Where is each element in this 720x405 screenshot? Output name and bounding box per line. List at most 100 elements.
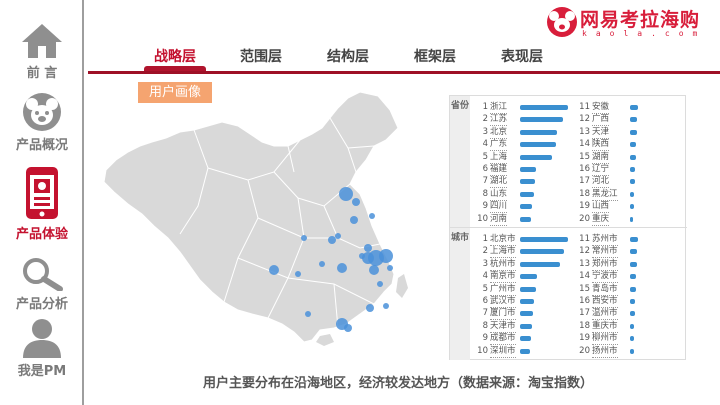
tab-strategy[interactable]: 战略层: [154, 49, 196, 65]
rank-number: 8: [482, 320, 488, 331]
value-bar: [630, 286, 636, 292]
rank-number: 20: [579, 213, 590, 224]
ranking-row: 14 宁波市: [578, 271, 684, 284]
tab-scope[interactable]: 范围层: [240, 49, 282, 65]
sidebar-item-label: 产品体验: [15, 227, 68, 242]
ranking-row: 3 北京: [476, 127, 576, 140]
value-bar: [630, 323, 635, 329]
ranking-row: 13 郑州市: [578, 259, 684, 272]
section-badge: 用户画像: [138, 82, 212, 103]
ranking-row: 6 武汉市: [476, 296, 576, 309]
city-group-tag: 城市: [450, 228, 470, 360]
region-name: 广州市: [490, 283, 516, 296]
city-dot: [328, 236, 336, 244]
rank-number: 6: [482, 296, 488, 306]
city-dot: [344, 324, 352, 332]
rank-number: 19: [579, 201, 590, 212]
region-name: 柳州市: [592, 333, 618, 346]
value-bar: [520, 323, 532, 329]
region-name: 广东: [490, 139, 508, 152]
sidebar-item-label: 我是PM: [17, 364, 67, 379]
kaola-logo: 网易考拉海购 kaola.com: [546, 4, 716, 40]
rank-number: 15: [579, 283, 590, 294]
ranking-row: 2 江苏: [476, 114, 576, 127]
city-dot: [339, 187, 353, 201]
value-bar: [520, 179, 535, 185]
sidebar-item-overview[interactable]: 产品概况: [0, 92, 84, 153]
ranking-row: 12 广西: [578, 114, 684, 127]
value-bar: [520, 191, 534, 197]
sidebar-item-label: 前 言: [26, 66, 58, 81]
rank-number: 14: [579, 271, 590, 282]
region-name: 上海市: [490, 246, 516, 259]
rank-number: 2: [482, 114, 488, 125]
sidebar-item-label: 产品概况: [15, 138, 68, 153]
panel-divider: [450, 227, 687, 228]
region-name: 重庆: [592, 213, 610, 226]
value-bar: [520, 129, 558, 135]
region-name: 北京: [490, 126, 508, 139]
city-dot: [295, 271, 301, 277]
tab-structure[interactable]: 结构层: [327, 49, 369, 65]
ranking-row: 11 安徽: [578, 102, 684, 115]
region-name: 陕西: [592, 139, 610, 152]
value-bar: [630, 311, 635, 317]
city-dot: [379, 249, 393, 263]
region-name: 浙江: [490, 102, 508, 114]
city-dot: [387, 265, 393, 271]
sidebar-item-pm[interactable]: 我是PM: [0, 318, 84, 379]
region-name: 宁波市: [592, 271, 618, 284]
ranking-row: 10 深圳市: [476, 346, 576, 359]
region-name: 黑龙江: [592, 188, 618, 201]
sidebar-item-preface[interactable]: 前 言: [0, 22, 84, 81]
city-dot: [335, 233, 341, 239]
region-name: 北京市: [490, 234, 516, 246]
rank-number: 3: [482, 126, 488, 137]
city-dot: [319, 261, 325, 267]
rank-number: 15: [579, 151, 590, 162]
region-name: 广西: [592, 114, 610, 127]
rank-number: 1: [482, 234, 488, 244]
region-name: 四川: [490, 201, 508, 214]
city-dot: [366, 304, 374, 312]
value-bar: [520, 286, 536, 292]
home-icon: [22, 24, 62, 58]
ranking-row: 7 厦门市: [476, 308, 576, 321]
city-dot: [352, 198, 360, 206]
ranking-row: 12 常州市: [578, 246, 684, 259]
value-bar: [520, 105, 568, 110]
rank-number: 8: [482, 188, 488, 199]
rank-number: 6: [482, 164, 488, 174]
region-name: 重庆市: [592, 320, 618, 333]
sidebar-item-label: 产品分析: [15, 297, 68, 312]
ranking-row: 19 柳州市: [578, 333, 684, 346]
rank-number: 17: [579, 308, 590, 319]
value-bar: [520, 299, 535, 304]
value-bar: [630, 348, 634, 354]
sidebar-item-analysis[interactable]: 产品分析: [0, 257, 84, 312]
value-bar: [630, 154, 636, 160]
tab-surface[interactable]: 表现层: [501, 49, 543, 65]
phone-icon: [26, 167, 58, 219]
value-bar: [520, 348, 530, 354]
province-borders: [179, 117, 381, 329]
region-name: 西安市: [592, 296, 618, 308]
region-name: 安徽: [592, 102, 610, 114]
tab-skeleton[interactable]: 框架层: [414, 49, 456, 65]
taiwan-shape: [396, 274, 408, 298]
region-name: 辽宁: [592, 164, 610, 176]
ranking-row: 18 重庆市: [578, 321, 684, 334]
value-bar: [520, 274, 538, 280]
city-dot: [383, 303, 389, 309]
rank-number: 13: [579, 258, 590, 269]
value-bar: [630, 261, 637, 267]
region-name: 武汉市: [490, 296, 516, 308]
logo-text: 网易考拉海购: [580, 9, 701, 31]
region-name: 深圳市: [490, 345, 516, 358]
ranking-row: 9 四川: [476, 201, 576, 214]
city-dots: [269, 187, 393, 332]
china-map-shape: [103, 91, 399, 343]
sidebar-item-experience[interactable]: 产品体验: [0, 165, 84, 242]
rank-number: 14: [579, 139, 590, 150]
value-bar: [520, 154, 553, 160]
